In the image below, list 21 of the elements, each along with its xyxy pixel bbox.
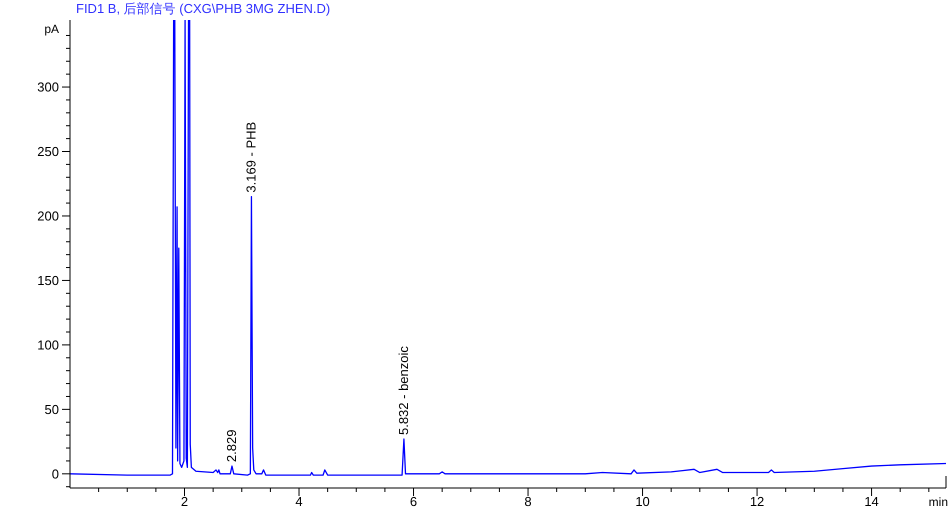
annotation: 3.169 - PHB (243, 122, 258, 193)
y-tick-label: 300 (37, 80, 59, 95)
y-tick-label: 50 (44, 402, 59, 417)
x-tick-label: 4 (295, 494, 303, 509)
annotation: 5.832 - benzoic (396, 346, 411, 436)
line-series (70, 20, 946, 476)
chart-title: FID1 B, 后部信号 (CXG\PHB 3MG ZHEN.D) (76, 1, 330, 16)
x-axis-title: min (928, 495, 948, 509)
y-tick-label: 250 (37, 144, 59, 160)
y-axis-title: pA (44, 22, 59, 36)
x-tick-label: 6 (410, 494, 418, 509)
y-tick-label: 200 (37, 208, 59, 224)
y-tick-label: 150 (37, 272, 59, 288)
y-tick-label: 0 (52, 466, 59, 482)
y-tick-label: 100 (37, 337, 59, 352)
x-tick-label: 2 (180, 494, 188, 509)
x-tick-label: 14 (864, 494, 879, 509)
x-tick-label: 8 (524, 494, 532, 509)
x-tick-label: 12 (750, 494, 764, 509)
annotation: 2.829 (224, 430, 239, 462)
x-tick-label: 10 (635, 494, 650, 509)
